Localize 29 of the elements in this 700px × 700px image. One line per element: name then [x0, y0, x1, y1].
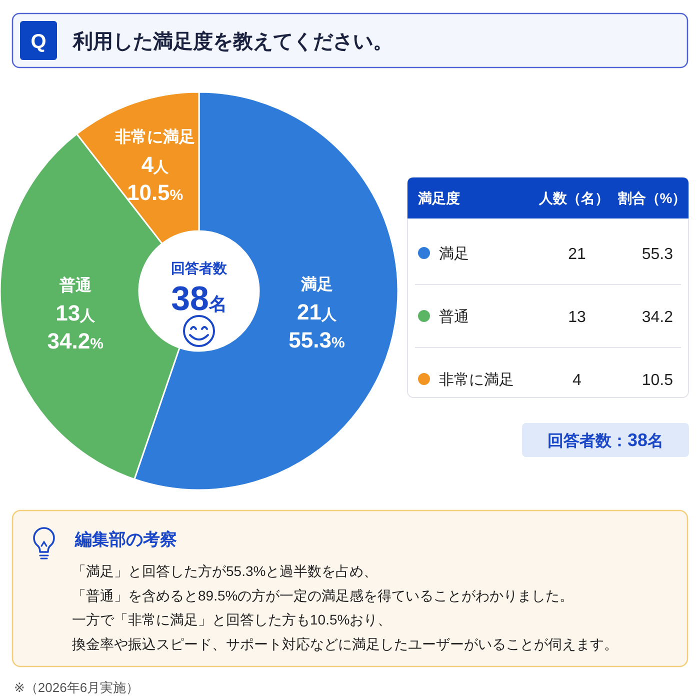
slice-label: 満足	[300, 276, 333, 294]
chart-title: 利用した満足度を教えてください。	[72, 30, 393, 53]
text: 編集部の考察	[74, 530, 177, 549]
series-label: 人数（名）	[538, 190, 609, 206]
text: ※（2026年6月実施）	[14, 680, 140, 695]
category-label: 非常に満足	[439, 372, 514, 388]
data-label: 13	[568, 309, 586, 326]
text: 回答者数：38名	[547, 430, 664, 450]
slice-label: 非常に満足	[114, 128, 196, 146]
text: 回答者数	[171, 260, 228, 276]
text: 満足度	[417, 190, 460, 206]
text: 「満足」と回答した方が55.3%と過半数を占め、	[72, 563, 378, 579]
category-label: 満足	[439, 246, 469, 262]
text: 38名	[171, 280, 227, 318]
text: 割合（%）	[616, 190, 686, 206]
text: 一方で「非常に満足」と回答した方も10.5%おり、	[72, 612, 392, 628]
data-label: 55.3	[642, 246, 674, 263]
data-label: 4	[572, 372, 582, 389]
slice-label: 普通	[58, 276, 92, 295]
text: 換金率や振込スピード、サポート対応などに満足したユーザーがいることが伺えます。	[72, 636, 618, 652]
data-label: 10.5	[642, 372, 674, 389]
data-label: 34.2	[642, 309, 674, 326]
text: 「普通」を含めると89.5%の方が一定の満足感を得ていることがわかりました。	[72, 587, 574, 604]
category-label: 普通	[439, 308, 469, 326]
data-label: 21人 55.3%	[288, 300, 345, 353]
data-label: 21	[568, 246, 586, 263]
text: Q	[30, 31, 46, 53]
data-label: 4人 10.5%	[126, 152, 184, 206]
data-label: 13人 34.2%	[47, 300, 104, 354]
